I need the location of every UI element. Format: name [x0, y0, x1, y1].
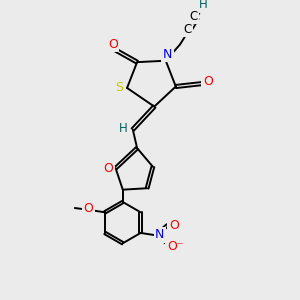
Text: S: S	[115, 81, 123, 94]
Text: H: H	[119, 122, 128, 135]
Text: O: O	[103, 162, 113, 175]
Text: O: O	[83, 202, 93, 215]
Text: C: C	[183, 23, 191, 36]
Text: O⁻: O⁻	[167, 240, 183, 253]
Text: H: H	[199, 0, 208, 11]
Text: C: C	[189, 10, 198, 23]
Text: O: O	[108, 38, 118, 51]
Text: N: N	[155, 228, 164, 241]
Text: N: N	[163, 48, 172, 61]
Text: O: O	[169, 219, 179, 232]
Text: O: O	[203, 75, 213, 88]
